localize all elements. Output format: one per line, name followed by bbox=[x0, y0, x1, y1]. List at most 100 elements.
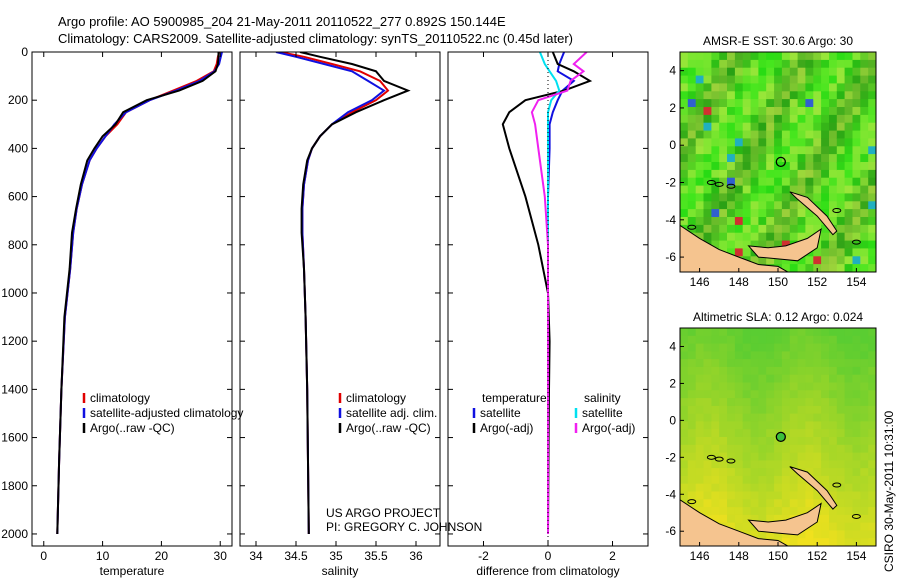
sst_map-cell bbox=[766, 162, 775, 171]
sst_map-cell bbox=[868, 193, 876, 202]
sst_map-cell bbox=[844, 256, 853, 265]
sla_map-cell bbox=[687, 468, 697, 477]
sst_map-cell bbox=[805, 122, 814, 132]
sla_map-cell bbox=[844, 452, 853, 461]
x-tick-label-temperature: 30 bbox=[214, 549, 228, 563]
sst_map-cell bbox=[868, 114, 876, 124]
sla_map-cell bbox=[758, 437, 767, 446]
sst_map-cell bbox=[758, 83, 767, 92]
sla_map-cell bbox=[860, 366, 869, 376]
sst_map-cell bbox=[821, 130, 830, 140]
sst_map-cell bbox=[734, 122, 744, 132]
sla_map-cell bbox=[813, 335, 822, 345]
sla_map-cell bbox=[797, 390, 806, 399]
sst_map-cell bbox=[742, 146, 752, 155]
sst_map-cell bbox=[750, 209, 759, 218]
sla_map-y-tick-label: -6 bbox=[665, 524, 676, 538]
sla_map-cell bbox=[805, 390, 814, 399]
sla_map-cell bbox=[727, 398, 736, 407]
sst_map-cell bbox=[719, 146, 728, 155]
x-tick-label-temperature: 20 bbox=[155, 549, 169, 563]
sla_map-cell bbox=[742, 507, 752, 516]
sst_map-cell bbox=[821, 75, 830, 85]
sst_map-cell bbox=[829, 209, 838, 218]
sst_map-cell bbox=[711, 240, 720, 250]
sla_map-cell bbox=[742, 374, 752, 384]
sla_map-cell bbox=[860, 499, 869, 508]
sla_map-cell bbox=[836, 351, 846, 360]
sla_map-cell bbox=[750, 328, 759, 337]
sla_map-cell bbox=[852, 522, 861, 531]
sst_map-cell bbox=[750, 114, 759, 124]
sla_map-cell bbox=[711, 405, 720, 415]
sla_map-cell bbox=[836, 405, 846, 415]
sst_map-island bbox=[687, 224, 697, 230]
sla_map-cell bbox=[852, 491, 861, 500]
sla_map-x-tick-label: 154 bbox=[846, 549, 866, 563]
legend-label: climatology bbox=[346, 391, 406, 405]
sst_map-cell bbox=[680, 59, 689, 69]
legend-label: satellite bbox=[480, 406, 521, 420]
sla_map-cell bbox=[805, 343, 814, 352]
sst_map-cell bbox=[836, 256, 846, 265]
sst_map-cell bbox=[781, 91, 791, 100]
legend-label: satellite adj. clim. bbox=[346, 406, 437, 420]
sla_map-cell bbox=[774, 343, 783, 352]
sst_map-cell bbox=[687, 177, 697, 187]
sst_map-cell bbox=[734, 185, 744, 195]
sla_map-cell bbox=[844, 437, 853, 446]
sst_map-cell bbox=[695, 162, 705, 171]
sla_map-cell bbox=[766, 421, 775, 430]
sla_map-cell bbox=[789, 413, 799, 422]
sla_map-cell bbox=[727, 437, 736, 446]
sst_map-cell bbox=[758, 169, 767, 179]
sst_map-cell bbox=[829, 75, 838, 85]
credit-text: CSIRO 30-May-2011 10:31:00 bbox=[882, 410, 896, 572]
sst_map-cell bbox=[868, 201, 876, 210]
sst_map-cell bbox=[727, 107, 736, 116]
sst_map-cell bbox=[813, 52, 822, 61]
sla_map-cell bbox=[719, 405, 728, 415]
sla_map-y-tick-label: 4 bbox=[669, 339, 676, 353]
axes-frame-temperature bbox=[31, 51, 233, 547]
sla_map-cell bbox=[797, 421, 806, 430]
sst_map-cell bbox=[797, 146, 806, 155]
sla_map-cell bbox=[797, 538, 806, 546]
sla_map-cell bbox=[860, 452, 869, 461]
sst_map-cell bbox=[711, 114, 720, 124]
sst_map-cell bbox=[789, 162, 799, 171]
sst_map-cell bbox=[797, 99, 806, 108]
sst_map-cell bbox=[711, 232, 720, 242]
sst_map-cell bbox=[719, 154, 728, 163]
sst_map-cell bbox=[727, 83, 736, 92]
sst_map-cell bbox=[805, 185, 814, 195]
sla_map-cell bbox=[797, 452, 806, 461]
sst_map-cell bbox=[813, 59, 822, 69]
sla_map-cell bbox=[703, 405, 712, 415]
sla_map-cell bbox=[680, 444, 689, 454]
sla_map-cell bbox=[734, 374, 744, 384]
sst_map-cell bbox=[680, 193, 689, 202]
sst_map-cell bbox=[868, 130, 876, 140]
sst_map-cell bbox=[844, 248, 853, 257]
sla_map-cell bbox=[868, 413, 876, 422]
sla_map-cell bbox=[805, 429, 814, 438]
sla_map-cell bbox=[797, 405, 806, 415]
sst_map-cell bbox=[727, 75, 736, 85]
sst_map-cell bbox=[719, 114, 728, 124]
sla_map-cell bbox=[742, 421, 752, 430]
sla_map-cell bbox=[781, 475, 791, 485]
sla_map-cell bbox=[711, 437, 720, 446]
sst_map-cell bbox=[766, 217, 775, 226]
sst_map-cell bbox=[680, 177, 689, 187]
sla_map-cell bbox=[734, 359, 744, 368]
sla_map-cell bbox=[687, 398, 697, 407]
sla_map-cell bbox=[711, 328, 720, 337]
sla_map-cell bbox=[868, 538, 876, 546]
sla_map-cell bbox=[821, 483, 830, 493]
sla_map-cell bbox=[844, 538, 853, 546]
sst_map-cell bbox=[758, 75, 767, 85]
sla_map-cell bbox=[687, 405, 697, 415]
sst_map-cell bbox=[836, 107, 846, 116]
sla_map-cell bbox=[836, 335, 846, 345]
